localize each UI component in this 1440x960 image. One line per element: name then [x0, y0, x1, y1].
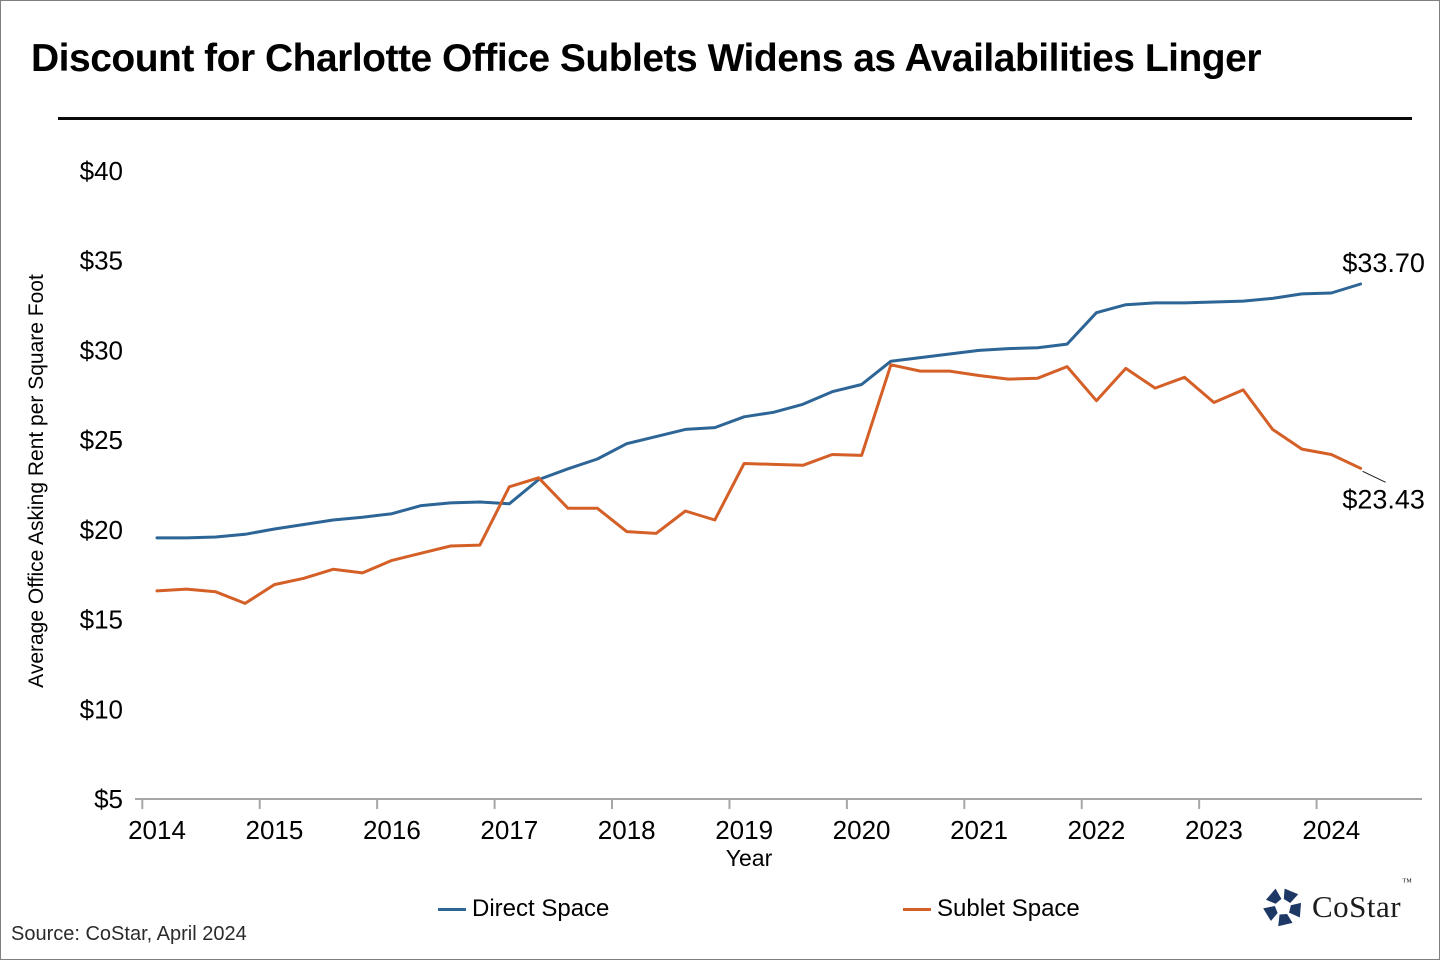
x-tick-label: 2024 — [1302, 815, 1360, 845]
trademark-symbol: ™ — [1402, 877, 1413, 888]
direct-space-line-swatch — [438, 907, 466, 911]
legend-item-direct-space: Direct Space — [438, 895, 609, 923]
x-tick-label: 2022 — [1068, 815, 1126, 845]
x-tick-label: 2018 — [598, 815, 656, 845]
costar-logo: CoStar™ — [1263, 877, 1413, 927]
y-tick-label: $15 — [80, 605, 123, 635]
legend-label-sublet-space: Sublet Space — [937, 895, 1080, 922]
y-tick-label: $10 — [80, 694, 123, 724]
legend-item-sublet-space: Sublet Space — [903, 895, 1080, 923]
end-label-leader — [1362, 470, 1386, 483]
series-end-label: $33.70 — [1342, 248, 1425, 278]
title-divider — [58, 117, 1412, 120]
source-note: Source: CoStar, April 2024 — [11, 923, 247, 945]
y-tick-label: $5 — [94, 784, 123, 814]
x-tick-label: 2016 — [363, 815, 421, 845]
y-tick-label: $30 — [80, 335, 123, 365]
x-tick-label: 2020 — [833, 815, 891, 845]
x-tick-label: 2019 — [715, 815, 773, 845]
costar-logo-text: CoStar™ — [1312, 877, 1413, 924]
plot-area: 2014 2015 2016 2017 2018 2019 2020 2021 2022 2023… — [80, 156, 1425, 845]
chart-title: Discount for Charlotte Office Sublets Wi… — [31, 37, 1262, 80]
y-tick-label: $40 — [80, 156, 123, 186]
series-line-sublet-space — [155, 363, 1363, 605]
y-axis-title: Average Office Asking Rent per Square Fo… — [25, 274, 48, 688]
y-tick-label: $25 — [80, 425, 123, 455]
costar-pinwheel-icon — [1263, 888, 1301, 927]
series-line-direct-space — [155, 282, 1363, 540]
x-axis-title: Year — [726, 845, 773, 871]
x-tick-label: 2014 — [128, 815, 186, 845]
x-tick-label: 2015 — [246, 815, 304, 845]
y-tick-label: $35 — [80, 246, 123, 276]
x-tick-label: 2023 — [1185, 815, 1243, 845]
x-tick-label: 2017 — [480, 815, 538, 845]
series-end-label: $23.43 — [1342, 484, 1425, 514]
sublet-space-line-swatch — [903, 907, 931, 911]
y-tick-label: $20 — [80, 515, 123, 545]
x-tick-label: 2021 — [950, 815, 1008, 845]
legend-label-direct-space: Direct Space — [472, 895, 610, 922]
